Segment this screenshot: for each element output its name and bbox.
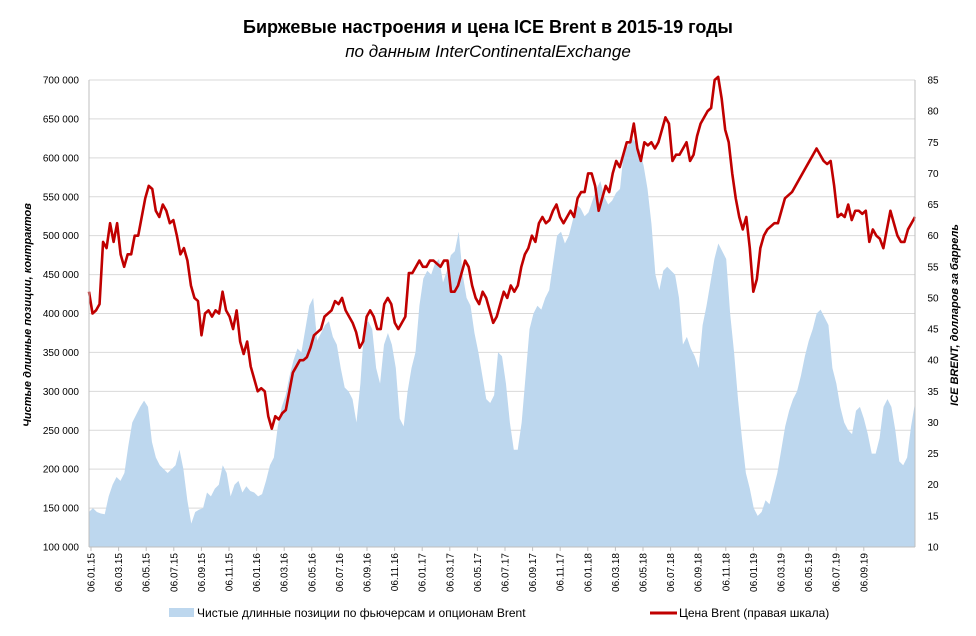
x-tick-label: 06.05.15 bbox=[142, 553, 153, 592]
y-right-tick-label: 35 bbox=[927, 387, 939, 398]
y-left-tick-label: 600 000 bbox=[43, 153, 80, 164]
y-left-tick-label: 650 000 bbox=[43, 114, 80, 125]
y-right-axis-title: ICE BRENT, долларов за баррель bbox=[949, 224, 961, 406]
axes bbox=[88, 80, 916, 551]
y-left-tick-label: 200 000 bbox=[43, 465, 80, 476]
x-tick-label: 06.05.19 bbox=[804, 553, 815, 592]
y-right-tick-label: 15 bbox=[927, 511, 939, 522]
x-tick-label: 06.03.17 bbox=[445, 553, 456, 592]
x-tick-label: 06.09.18 bbox=[694, 553, 705, 592]
x-tick-label: 06.01.15 bbox=[87, 553, 98, 592]
net-long-area bbox=[89, 138, 915, 547]
x-tick-label: 06.05.16 bbox=[307, 553, 318, 592]
y-left-tick-label: 450 000 bbox=[43, 270, 80, 281]
y-right-tick-label: 20 bbox=[927, 480, 939, 491]
chart-title: Биржевые настроения и цена ICE Brent в 2… bbox=[243, 17, 733, 37]
y-right-tick-label: 50 bbox=[927, 293, 939, 304]
y-left-tick-label: 500 000 bbox=[43, 231, 80, 242]
x-tick-label: 06.01.16 bbox=[252, 553, 263, 592]
x-tick-label: 06.01.17 bbox=[418, 553, 429, 592]
x-tick-label: 06.07.17 bbox=[501, 553, 512, 592]
y-right-tick-label: 45 bbox=[927, 325, 939, 336]
y-left-tick-label: 250 000 bbox=[43, 426, 80, 437]
x-tick-label: 06.03.18 bbox=[611, 553, 622, 592]
net-long-area-layer bbox=[89, 138, 915, 547]
x-tick-label: 06.05.17 bbox=[473, 553, 484, 592]
legend-area-swatch bbox=[169, 608, 194, 617]
y-right-tick-label: 70 bbox=[927, 169, 939, 180]
brent-line-layer bbox=[87, 75, 917, 430]
y-left-tick-label: 100 000 bbox=[43, 543, 80, 554]
y-right-tick-label: 55 bbox=[927, 262, 939, 273]
x-tick-label: 06.07.18 bbox=[666, 553, 677, 592]
x-tick-label: 06.11.15 bbox=[225, 553, 236, 592]
x-tick-label: 06.09.15 bbox=[197, 553, 208, 592]
chart-subtitle: по данным InterContinentalExchange bbox=[345, 42, 631, 61]
y-right-tick-label: 25 bbox=[927, 449, 939, 460]
legend-line-label: Цена Brent (правая шкала) bbox=[679, 606, 829, 620]
x-tick-label: 06.01.18 bbox=[583, 553, 594, 592]
x-tick-label: 06.09.17 bbox=[528, 553, 539, 592]
y-right-tick-label: 30 bbox=[927, 418, 939, 429]
legend-area-label: Чистые длинные позиции по фьючерсам и оп… bbox=[197, 606, 526, 620]
x-tick-label: 06.07.19 bbox=[832, 553, 843, 592]
x-tick-label: 06.11.16 bbox=[390, 553, 401, 592]
y-right-tick-label: 80 bbox=[927, 107, 939, 118]
y-right-tick-label: 75 bbox=[927, 138, 939, 149]
y-left-tick-label: 300 000 bbox=[43, 387, 80, 398]
y-left-axis-title: Чистые длинные позиции, контрактов bbox=[22, 203, 34, 427]
x-tick-label: 06.03.15 bbox=[114, 553, 125, 592]
x-tick-label: 06.07.15 bbox=[169, 553, 180, 592]
y-left-tick-label: 150 000 bbox=[43, 504, 80, 515]
x-tick-label: 06.03.19 bbox=[777, 553, 788, 592]
x-tick-label: 06.11.17 bbox=[556, 553, 567, 592]
y-right-tick-label: 60 bbox=[927, 231, 939, 242]
y-left-tick-label: 550 000 bbox=[43, 192, 80, 203]
y-right-tick-label: 85 bbox=[927, 76, 939, 87]
y-right-tick-label: 40 bbox=[927, 356, 939, 367]
x-tick-label: 06.07.16 bbox=[335, 553, 346, 592]
y-right-tick-label: 10 bbox=[927, 543, 939, 554]
x-tick-label: 06.09.16 bbox=[363, 553, 374, 592]
y-left-tick-label: 700 000 bbox=[43, 76, 80, 87]
y-left-tick-label: 350 000 bbox=[43, 348, 80, 359]
brent-price-line bbox=[87, 75, 917, 430]
x-tick-label: 06.09.19 bbox=[859, 553, 870, 592]
legend: Чистые длинные позиции по фьючерсам и оп… bbox=[169, 606, 829, 620]
x-tick-label: 06.05.18 bbox=[639, 553, 650, 592]
x-tick-label: 06.01.19 bbox=[749, 553, 760, 592]
x-tick-label: 06.11.18 bbox=[721, 553, 732, 592]
x-tick-label: 06.03.16 bbox=[280, 553, 291, 592]
y-left-tick-label: 400 000 bbox=[43, 309, 80, 320]
tick-labels: 100 000 150 000 200 000 250 000 300 000 350 0… bbox=[43, 76, 939, 592]
y-right-tick-label: 65 bbox=[927, 200, 939, 211]
